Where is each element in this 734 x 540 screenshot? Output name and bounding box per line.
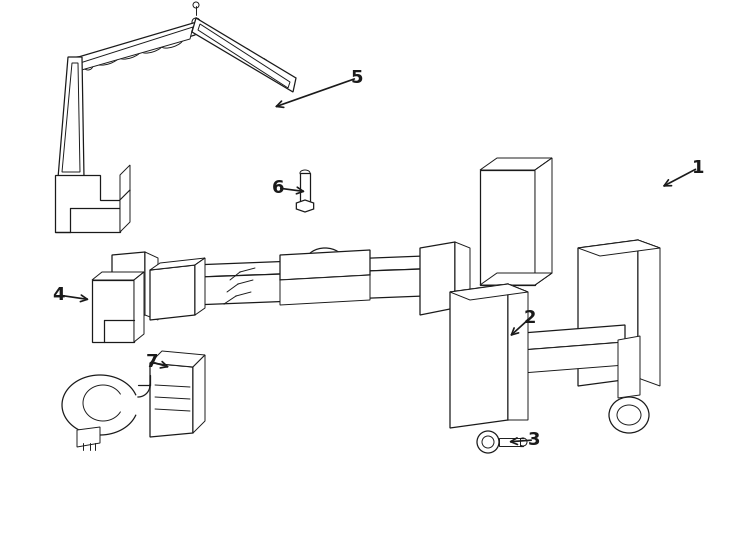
- Polygon shape: [192, 18, 296, 92]
- Polygon shape: [150, 265, 195, 320]
- Polygon shape: [134, 272, 144, 342]
- Ellipse shape: [161, 38, 183, 48]
- Polygon shape: [458, 325, 625, 355]
- Ellipse shape: [98, 55, 118, 65]
- Polygon shape: [280, 275, 370, 305]
- Polygon shape: [499, 438, 520, 446]
- Polygon shape: [300, 173, 310, 203]
- Polygon shape: [578, 240, 638, 386]
- Text: 6: 6: [272, 179, 284, 197]
- Ellipse shape: [601, 309, 615, 331]
- Polygon shape: [480, 273, 552, 285]
- Polygon shape: [92, 280, 134, 342]
- Polygon shape: [120, 190, 130, 232]
- Polygon shape: [480, 170, 535, 285]
- Text: 5: 5: [351, 69, 363, 87]
- Polygon shape: [150, 363, 193, 437]
- Ellipse shape: [501, 223, 513, 241]
- Polygon shape: [150, 351, 205, 367]
- Ellipse shape: [473, 350, 485, 370]
- Polygon shape: [195, 258, 205, 315]
- Text: 2: 2: [524, 309, 537, 327]
- Polygon shape: [55, 175, 120, 232]
- Polygon shape: [480, 158, 552, 170]
- Polygon shape: [638, 240, 660, 386]
- Polygon shape: [198, 24, 290, 88]
- Ellipse shape: [142, 43, 162, 53]
- Polygon shape: [78, 27, 193, 71]
- Polygon shape: [455, 242, 470, 314]
- Polygon shape: [618, 336, 640, 398]
- Polygon shape: [115, 268, 450, 308]
- Polygon shape: [150, 258, 205, 270]
- Text: 3: 3: [528, 431, 540, 449]
- Text: 7: 7: [146, 353, 159, 371]
- Polygon shape: [72, 21, 200, 72]
- Polygon shape: [508, 284, 528, 420]
- Polygon shape: [280, 250, 370, 280]
- Text: 1: 1: [691, 159, 704, 177]
- Polygon shape: [92, 272, 144, 280]
- Polygon shape: [58, 57, 84, 178]
- Polygon shape: [112, 252, 145, 318]
- Polygon shape: [120, 165, 130, 200]
- Polygon shape: [297, 200, 313, 212]
- Polygon shape: [420, 242, 455, 315]
- Polygon shape: [193, 355, 205, 433]
- Polygon shape: [578, 240, 660, 256]
- Polygon shape: [77, 427, 100, 447]
- Polygon shape: [450, 284, 528, 300]
- Polygon shape: [450, 284, 508, 428]
- Ellipse shape: [120, 49, 140, 59]
- Polygon shape: [62, 63, 80, 172]
- Text: 4: 4: [52, 286, 65, 304]
- Polygon shape: [458, 342, 625, 378]
- Polygon shape: [145, 252, 158, 320]
- Polygon shape: [535, 158, 552, 285]
- Polygon shape: [115, 255, 450, 280]
